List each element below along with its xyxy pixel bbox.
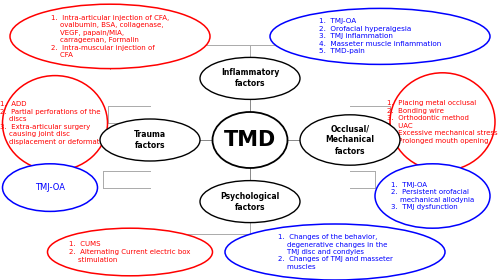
Text: 1.  TMJ-OA
2.  Orofacial hyperalgesia
3.  TMJ inflammation
4.  Masseter muscle i: 1. TMJ-OA 2. Orofacial hyperalgesia 3. T… <box>319 18 441 54</box>
Text: 1.  Placing metal occlusal
2.  Bonding wire
3.  Orthodontic method
4.  UAC
5.  E: 1. Placing metal occlusal 2. Bonding wir… <box>387 100 498 144</box>
Ellipse shape <box>200 181 300 223</box>
Text: 1.  CUMS
2.  Alternating Current electric box
    stimulation: 1. CUMS 2. Alternating Current electric … <box>70 241 190 263</box>
Ellipse shape <box>200 57 300 99</box>
Ellipse shape <box>270 8 490 64</box>
Ellipse shape <box>300 115 400 165</box>
Text: Trauma
factors: Trauma factors <box>134 130 166 150</box>
Ellipse shape <box>212 112 288 168</box>
Text: Occlusal/
Mechanical
factors: Occlusal/ Mechanical factors <box>326 124 374 156</box>
Ellipse shape <box>10 4 210 69</box>
Ellipse shape <box>225 224 445 280</box>
Text: 1.  ADD
2.  Partial perforations of the
    discs
3.  Extra-articular surgery
  : 1. ADD 2. Partial perforations of the di… <box>0 101 110 145</box>
Text: 1.  Intra-articular injection of CFA,
    ovalbumin, BSA, collagenase,
    VEGF,: 1. Intra-articular injection of CFA, ova… <box>51 15 169 58</box>
Ellipse shape <box>375 164 490 228</box>
Text: TMJ-OA: TMJ-OA <box>35 183 65 192</box>
Text: Inflammatory
factors: Inflammatory factors <box>221 68 279 88</box>
Ellipse shape <box>100 119 200 161</box>
Text: Psychological
factors: Psychological factors <box>220 192 280 212</box>
Text: 1.  Changes of the behavior,
    degenerative changes in the
    TMJ disc and co: 1. Changes of the behavior, degenerative… <box>278 234 392 270</box>
Ellipse shape <box>48 228 212 276</box>
Text: 1.  TMJ-OA
2.  Persistent orofacial
    mechanical allodynia
3.  TMJ dysfunction: 1. TMJ-OA 2. Persistent orofacial mechan… <box>391 182 474 210</box>
Ellipse shape <box>2 164 98 211</box>
Ellipse shape <box>390 73 495 171</box>
Ellipse shape <box>2 76 108 171</box>
Text: TMD: TMD <box>224 130 276 150</box>
